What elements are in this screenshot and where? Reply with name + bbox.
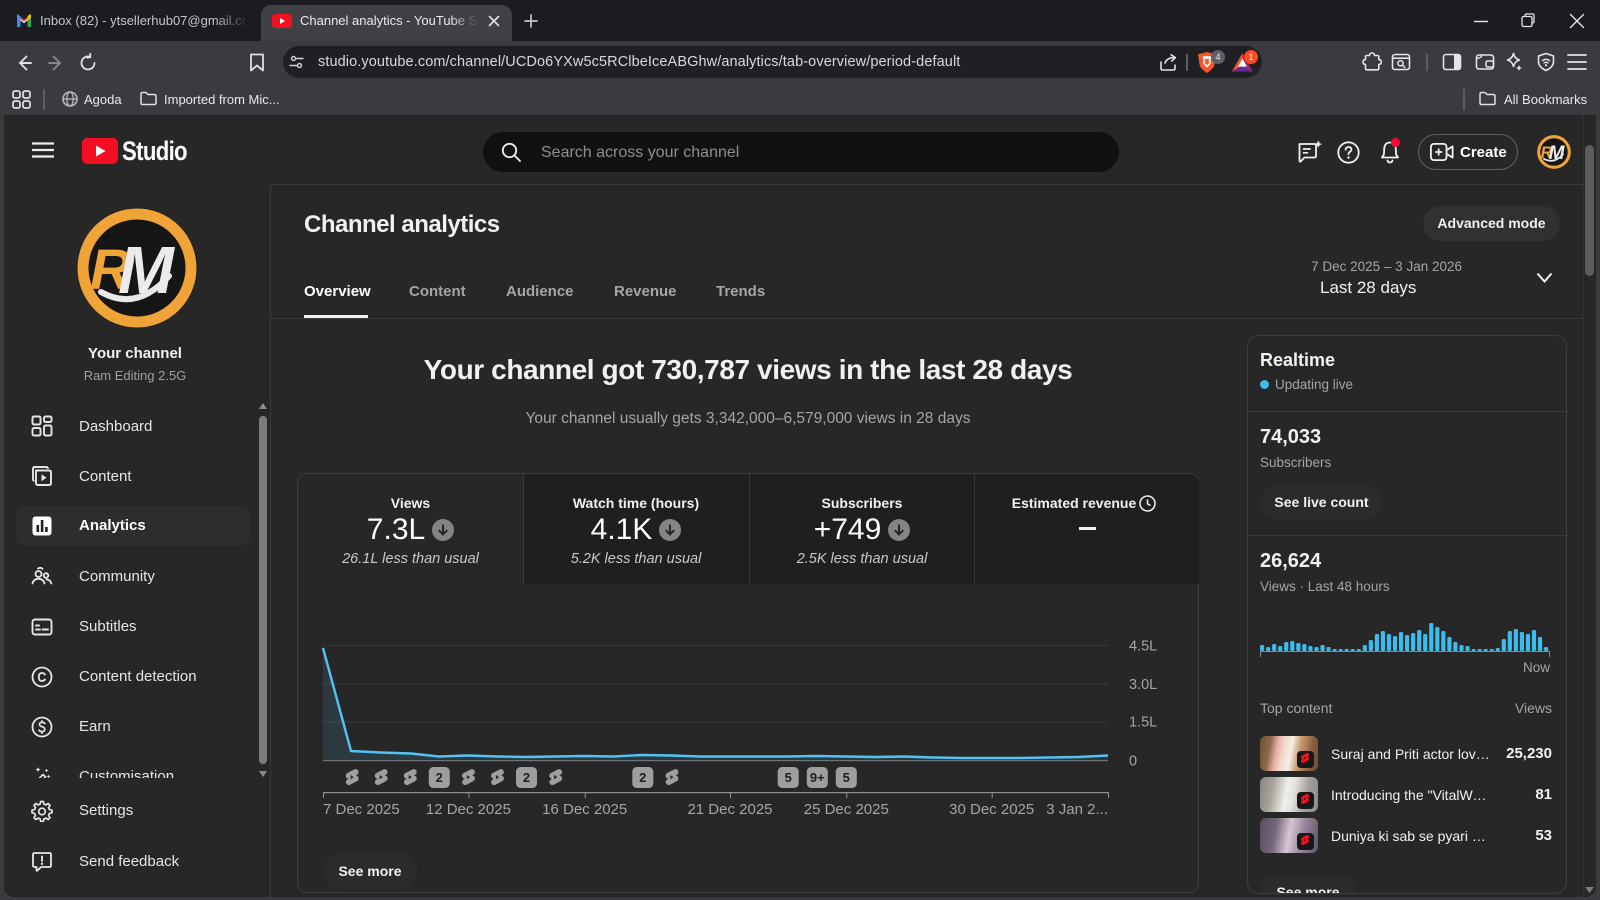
svg-text:2: 2 [523,770,530,785]
svg-text:1.5L: 1.5L [1129,715,1157,731]
svg-text:12 Dec 2025: 12 Dec 2025 [426,801,511,818]
svg-text:2: 2 [639,770,646,785]
svg-text:21 Dec 2025: 21 Dec 2025 [687,801,772,818]
svg-text:30 Dec 2025: 30 Dec 2025 [949,801,1034,818]
svg-text:M: M [1549,143,1566,164]
svg-text:7 Dec 2025: 7 Dec 2025 [323,801,400,818]
svg-text:0: 0 [1129,754,1137,770]
svg-text:M: M [118,233,175,308]
svg-text:4.5L: 4.5L [1129,639,1157,655]
svg-text:R: R [1541,144,1553,162]
svg-text:5: 5 [843,770,850,785]
svg-text:R: R [90,238,131,302]
svg-text:25 Dec 2025: 25 Dec 2025 [804,801,889,818]
svg-text:16 Dec 2025: 16 Dec 2025 [542,801,627,818]
svg-text:3.0L: 3.0L [1129,677,1157,693]
svg-text:2: 2 [436,770,443,785]
svg-text:9+: 9+ [810,770,825,785]
svg-text:3 Jan 2...: 3 Jan 2... [1046,801,1108,818]
svg-text:5: 5 [785,770,792,785]
